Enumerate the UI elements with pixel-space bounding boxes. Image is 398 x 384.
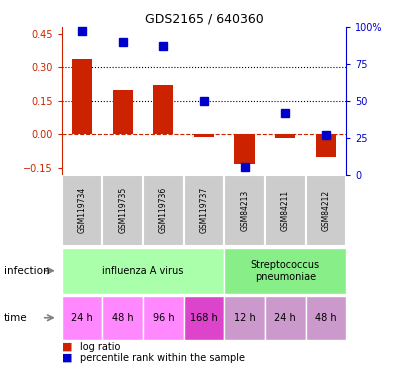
Bar — [143, 296, 183, 340]
Text: GSM119737: GSM119737 — [199, 187, 209, 233]
Bar — [316, 134, 336, 157]
Text: GSM119735: GSM119735 — [118, 187, 127, 233]
Text: log ratio: log ratio — [80, 342, 120, 352]
Text: ■: ■ — [62, 353, 72, 363]
Bar — [143, 175, 183, 246]
Text: GSM84213: GSM84213 — [240, 190, 249, 231]
Text: time: time — [4, 313, 27, 323]
Text: percentile rank within the sample: percentile rank within the sample — [80, 353, 245, 363]
Bar — [102, 296, 143, 340]
Bar — [153, 85, 174, 134]
Bar — [234, 134, 255, 164]
Bar — [62, 175, 102, 246]
Text: GSM119736: GSM119736 — [159, 187, 168, 233]
Bar — [194, 134, 214, 137]
Text: 24 h: 24 h — [71, 313, 93, 323]
Bar — [275, 134, 295, 138]
Text: GSM84212: GSM84212 — [322, 190, 330, 231]
Text: GSM84211: GSM84211 — [281, 190, 290, 231]
Bar — [224, 296, 265, 340]
Bar — [102, 175, 143, 246]
Text: infection: infection — [4, 266, 50, 276]
Text: 24 h: 24 h — [274, 313, 296, 323]
Text: 48 h: 48 h — [315, 313, 337, 323]
Text: GSM119734: GSM119734 — [78, 187, 86, 233]
Bar — [62, 248, 224, 294]
Text: 96 h: 96 h — [152, 313, 174, 323]
Bar — [62, 296, 102, 340]
Text: influenza A virus: influenza A virus — [102, 266, 184, 276]
Text: 12 h: 12 h — [234, 313, 256, 323]
Bar — [113, 89, 133, 134]
Text: 48 h: 48 h — [112, 313, 133, 323]
Title: GDS2165 / 640360: GDS2165 / 640360 — [144, 13, 263, 26]
Text: Streptococcus
pneumoniae: Streptococcus pneumoniae — [251, 260, 320, 281]
Bar — [224, 248, 346, 294]
Text: 168 h: 168 h — [190, 313, 218, 323]
Bar — [306, 175, 346, 246]
Bar — [306, 296, 346, 340]
Bar — [224, 175, 265, 246]
Bar — [183, 175, 224, 246]
Bar — [265, 296, 306, 340]
Bar — [183, 296, 224, 340]
Text: ■: ■ — [62, 342, 72, 352]
Bar — [265, 175, 306, 246]
Bar — [72, 60, 92, 134]
